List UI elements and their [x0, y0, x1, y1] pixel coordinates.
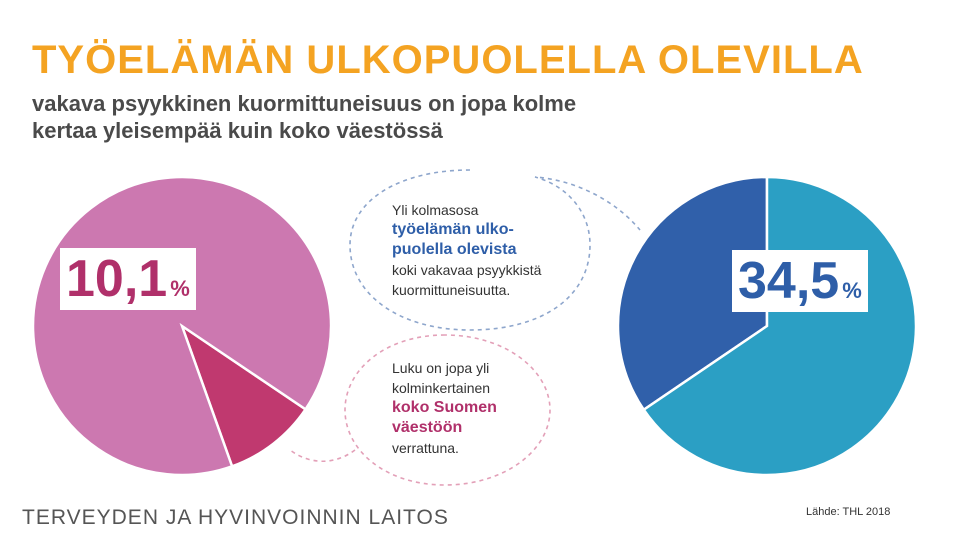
value-label-left: 10,1 % [60, 248, 196, 310]
pie-chart-outside-working-life [616, 175, 918, 477]
callout-bottom-line-2: kolminkertainen [392, 380, 491, 396]
value-label-left-number: 10,1 [66, 250, 168, 308]
source-note: Lähde: THL 2018 [806, 506, 891, 518]
callout-bottom-text: Luku on jopa yli kolminkertainen koko Su… [392, 358, 562, 458]
page-title: TYÖELÄMÄN ULKOPUOLELLA OLEVILLA [32, 38, 864, 82]
organization-name: TERVEYDEN JA HYVINVOINNIN LAITOS [22, 506, 449, 529]
callout-top-emphasis-1: työelämän ulko- [392, 221, 514, 238]
callout-top-text: Yli kolmasosa työelämän ulko- puolella o… [392, 200, 582, 300]
callout-top-line-2: koki vakavaa psyykkistä [392, 262, 542, 278]
callout-bottom-bubble [289, 334, 551, 486]
page-subtitle: vakava psyykkinen kuormittuneisuus on jo… [32, 90, 732, 144]
value-label-right: 34,5 % [732, 250, 868, 312]
pie-right-slice-highlight [616, 175, 769, 412]
value-label-left-unit: % [170, 276, 190, 301]
callout-bottom-emphasis-1: koko Suomen [392, 399, 497, 416]
callout-top-line-3: kuormittuneisuutta. [392, 282, 511, 298]
pie-chart-general-population [31, 175, 333, 477]
callout-bottom-emphasis-2: väestöön [392, 419, 463, 436]
subtitle-line-1: vakava psyykkinen kuormittuneisuus on jo… [32, 91, 577, 116]
value-label-right-unit: % [842, 278, 862, 303]
pie-left-slice-highlight [179, 322, 308, 468]
subtitle-line-2: kertaa yleisempää kuin koko väestössä [32, 118, 443, 143]
callout-top-emphasis-2: puolella olevista [392, 241, 517, 258]
callout-bottom-line-3: verrattuna. [392, 440, 459, 456]
callout-top-line-1: Yli kolmasosa [392, 202, 479, 218]
value-label-right-number: 34,5 [738, 252, 840, 310]
callout-bottom-line-1: Luku on jopa yli [392, 360, 490, 376]
